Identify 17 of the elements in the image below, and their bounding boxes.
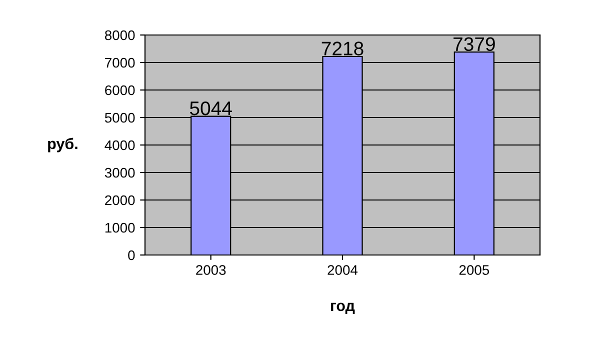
x-axis-title: год [331, 302, 355, 314]
y-tick-label: 5000 [104, 112, 135, 123]
y-tick-label: 1000 [105, 222, 135, 233]
y-tick-label: 7000 [105, 58, 135, 68]
y-tick-label: 4000 [104, 140, 135, 150]
y-tick-label: 0 [128, 250, 135, 260]
y-tick-label: 6000 [105, 85, 135, 96]
x-tick-label: 2004 [328, 265, 358, 275]
data-label: 7379 [454, 37, 495, 52]
y-tick-label: 3000 [104, 168, 135, 178]
y-axis-title: руб. [48, 138, 78, 152]
data-label: 7218 [322, 42, 364, 56]
y-tick-label: 2000 [105, 195, 135, 206]
y-tick-label: 8000 [104, 30, 135, 40]
data-label: 5044 [190, 101, 232, 116]
x-tick-label: 2005 [459, 265, 490, 275]
x-tick-label: 2003 [196, 265, 226, 275]
